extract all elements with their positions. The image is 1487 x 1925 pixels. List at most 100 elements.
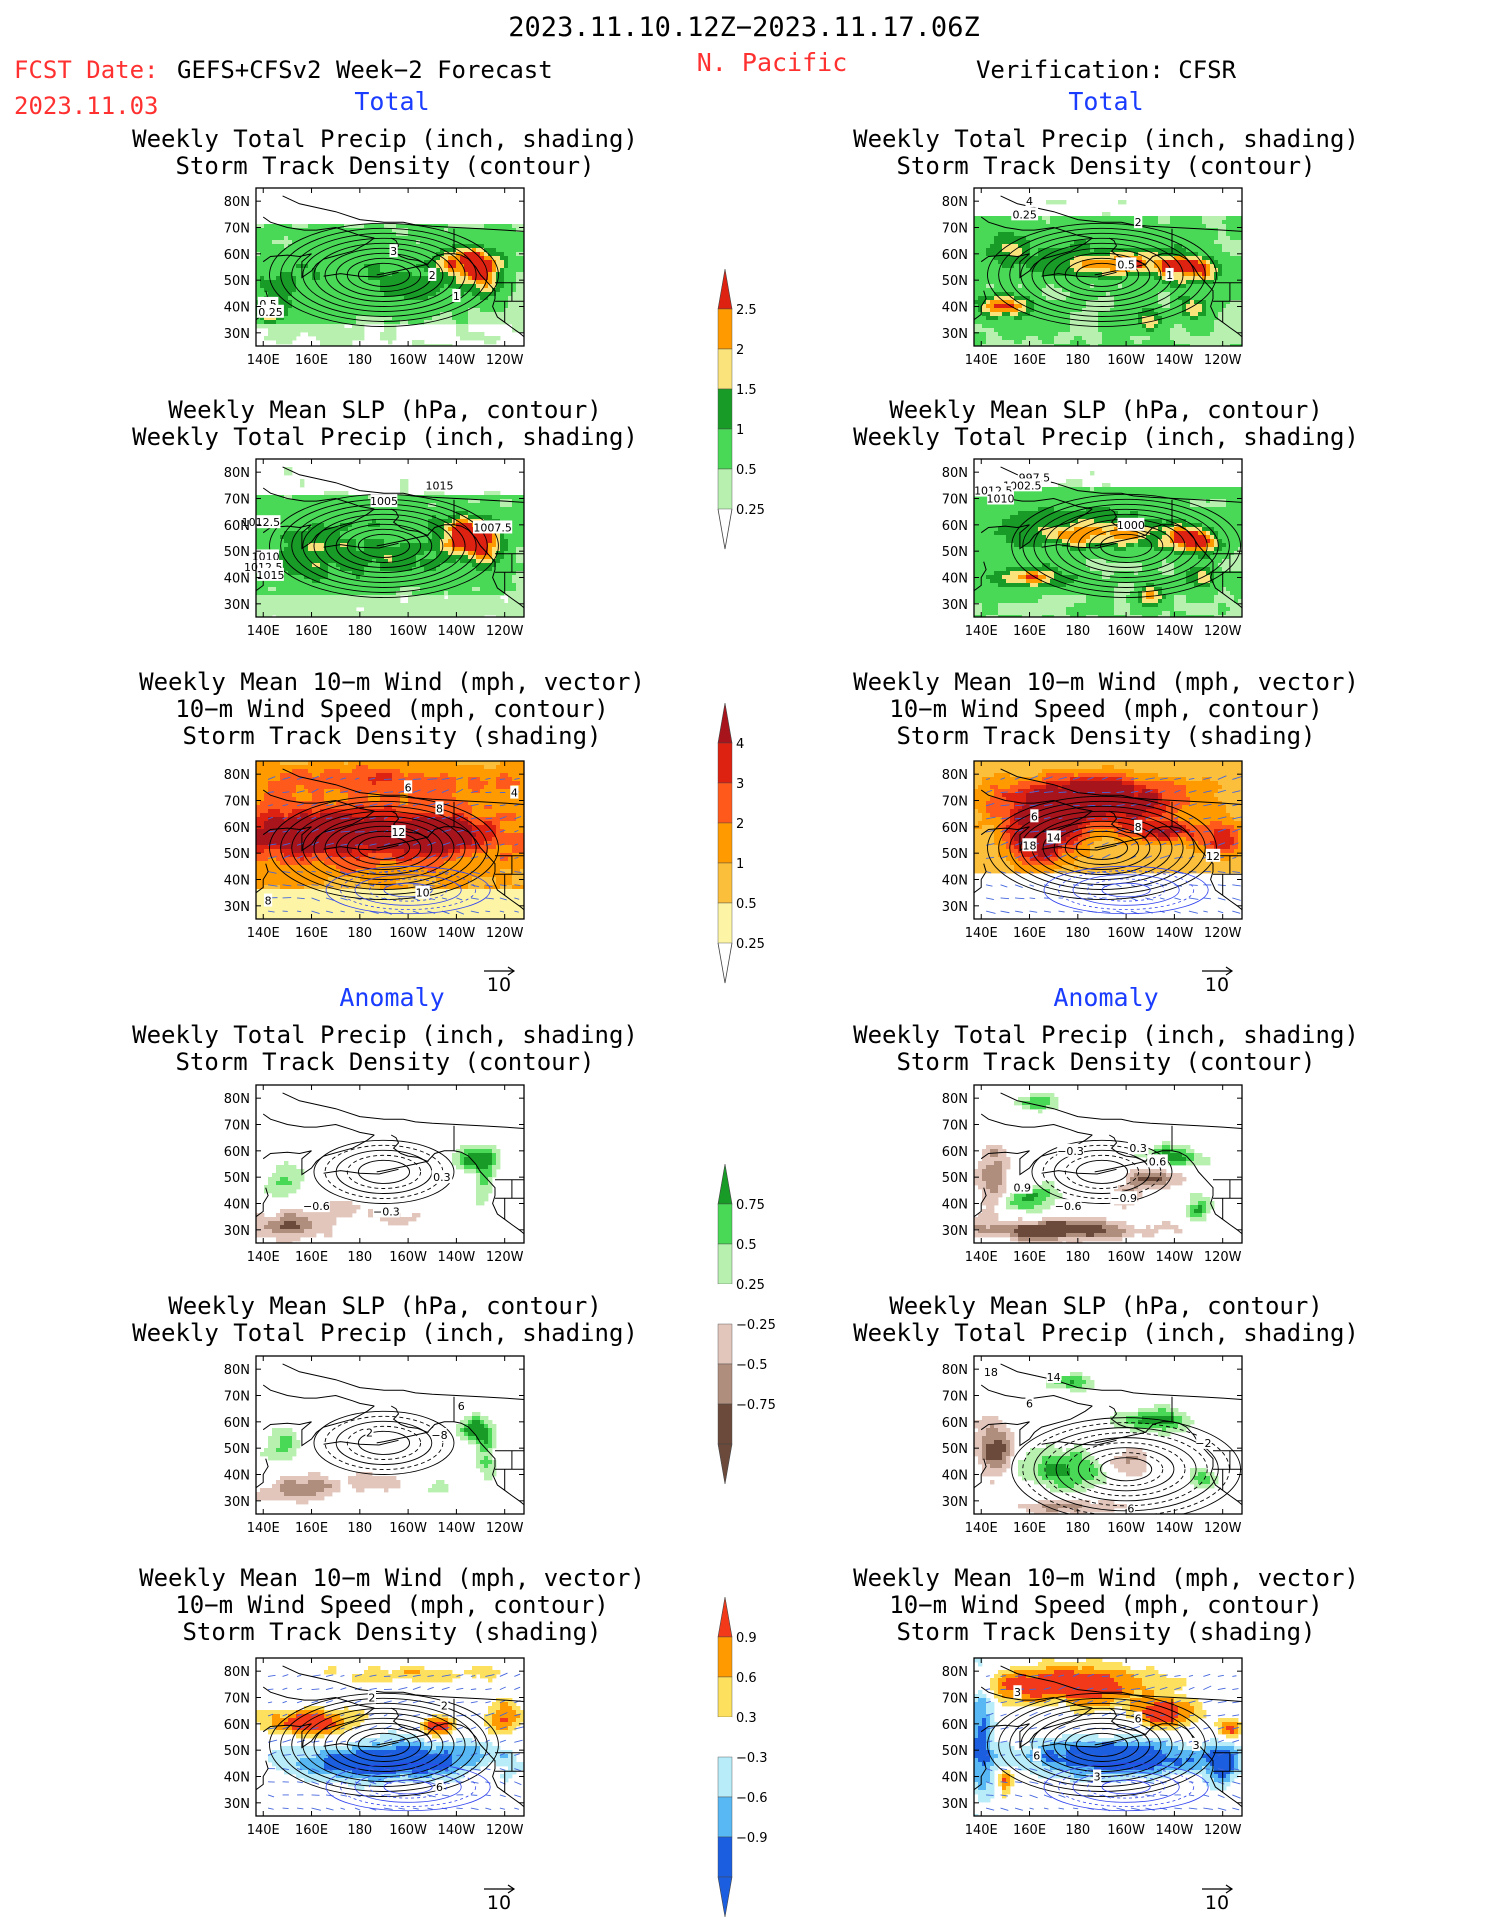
colorbar-tick-label: −0.25 — [736, 1318, 776, 1333]
coastline-p6 — [256, 1665, 524, 1808]
colorbar-tick-label: −0.5 — [736, 1358, 768, 1373]
contour-label-bg — [302, 1199, 330, 1213]
lon-tick-label: 160W — [389, 353, 427, 368]
lat-tick-label: 70N — [224, 1692, 250, 1707]
shading-p5 — [256, 1412, 497, 1505]
lat-tick-label: 60N — [942, 1718, 968, 1733]
contour-label: 2 — [1135, 216, 1142, 229]
contour-label: 8 — [436, 802, 443, 815]
contour-label-bg — [452, 288, 461, 302]
lat-tick-label: 80N — [224, 195, 250, 210]
panel-p7: 40.25 2 0.5 1 80N 70N 60N 50N 40N 30N 140E 160E 180 1… — [942, 187, 1243, 368]
lon-tick-label: 140W — [438, 1823, 476, 1838]
contour-label-bg — [1192, 1737, 1201, 1751]
plot-frame — [255, 187, 525, 347]
lon-tick-label: 140E — [965, 353, 998, 368]
contour-label: −2 — [1195, 1437, 1211, 1450]
forecast-period: 2023.11.10.12Z−2023.11.17.06Z — [508, 12, 980, 43]
lat-tick-label: 30N — [224, 1495, 250, 1510]
lon-tick-label: 140E — [965, 926, 998, 941]
contour-label: 1012.5 — [242, 516, 281, 529]
contour-label-bg — [1134, 819, 1143, 833]
lon-tick-label: 120W — [486, 1823, 524, 1838]
lat-tick-label: 60N — [942, 1145, 968, 1160]
title-p8: Weekly Mean SLP (hPa, contour) Weekly Tot… — [853, 396, 1359, 451]
contour-label: 0.25 — [1012, 208, 1037, 221]
lat-tick-label: 30N — [224, 900, 250, 915]
contour-label: 18 — [1023, 839, 1037, 852]
lon-tick-label: 180 — [347, 1521, 372, 1536]
lat-tick-label: 30N — [942, 327, 968, 342]
lat-tick-label: 70N — [942, 1119, 968, 1134]
lon-tick-label: 140W — [438, 926, 476, 941]
contour-label: 2 — [441, 1699, 448, 1712]
lat-tick-label: 60N — [224, 519, 250, 534]
lon-tick-label: 140W — [1156, 624, 1194, 639]
lon-tick-label: 160W — [389, 1250, 427, 1265]
lat-tick-label: 70N — [942, 795, 968, 810]
lon-tick-label: 120W — [486, 926, 524, 941]
lon-tick-label: 120W — [486, 353, 524, 368]
shading-p9 — [974, 761, 1242, 915]
contour-label: 0.3 — [1129, 1142, 1147, 1155]
colorbar-tick-label: 0.25 — [736, 937, 765, 952]
lon-tick-label: 160E — [1013, 1823, 1046, 1838]
lat-tick-label: 70N — [942, 1390, 968, 1405]
fcst-source: GEFS+CFSv2 Week−2 Forecast — [177, 56, 553, 84]
contour-label-bg — [431, 1170, 453, 1184]
panel-p8: 997.51002.51012.51010100080N70N60N50N40N… — [942, 458, 1243, 639]
contour-label: −0.3 — [1057, 1145, 1084, 1158]
plot-frame — [973, 760, 1243, 920]
title-p1: Weekly Total Precip (inch, shading) Storm… — [132, 125, 638, 180]
panel-p11: 18 14 6 −2 6 80N 70N 60N 50N 40N 30N 140E 160E 180 160… — [942, 1355, 1243, 1536]
lat-tick-label: 40N — [942, 1198, 968, 1213]
shading-p4 — [256, 1145, 501, 1243]
lat-tick-label: 30N — [224, 327, 250, 342]
plot-frame — [973, 1355, 1243, 1515]
contour-label: 6 — [1031, 810, 1038, 823]
colorbar-tick-label: −0.75 — [736, 1398, 776, 1413]
lon-tick-label: 140W — [1156, 926, 1194, 941]
lat-tick-label: 30N — [942, 1495, 968, 1510]
contour-label-bg — [426, 478, 453, 492]
contour-label: 12 — [1206, 850, 1220, 863]
wind-vectors-p3 — [267, 775, 522, 915]
colorbar-tick-label: 0.5 — [736, 1238, 757, 1253]
lat-tick-label: 30N — [224, 1224, 250, 1239]
contours-p12 — [987, 1692, 1217, 1812]
lon-tick-label: 160E — [295, 1250, 328, 1265]
contour-label: 3 — [1094, 1771, 1101, 1784]
contour-label-bg — [252, 549, 280, 563]
contour-label-bg — [1093, 1769, 1102, 1783]
lat-tick-label: 30N — [942, 900, 968, 915]
contour-label-bg — [1126, 1501, 1136, 1515]
wind-vectors-p12 — [985, 1673, 1241, 1812]
plot-frame — [973, 1084, 1243, 1244]
contour-label: 6 — [1135, 1713, 1142, 1726]
lon-tick-label: 160W — [389, 926, 427, 941]
lat-tick-label: 40N — [224, 1771, 250, 1786]
coastline-p12 — [974, 1665, 1242, 1808]
contour-label-bg — [1025, 194, 1034, 208]
lat-tick-label: 60N — [942, 519, 968, 534]
title-p6: Weekly Mean 10−m Wind (mph, vector) 10−m … — [139, 1564, 645, 1646]
lat-tick-label: 30N — [224, 598, 250, 613]
lon-tick-label: 160W — [1107, 1250, 1145, 1265]
panel-p12: 3 6 6 3 3 80N 70N 60N 50N 40N 30N 140E 160E 180 160W 14… — [942, 1657, 1243, 1838]
contours-p5 — [313, 1410, 455, 1475]
contour-label-bg — [391, 825, 406, 839]
lat-tick-label: 40N — [224, 1469, 250, 1484]
lon-tick-label: 180 — [1065, 353, 1090, 368]
lon-tick-label: 180 — [347, 926, 372, 941]
contour-label-bg — [257, 567, 284, 581]
lat-tick-label: 60N — [942, 821, 968, 836]
plot-frame — [255, 1355, 525, 1515]
contour-label-bg — [457, 1399, 466, 1413]
contour-label-bg — [432, 1428, 447, 1441]
colorbar-tick-label: 0.25 — [736, 1278, 765, 1293]
lon-tick-label: 140E — [247, 1521, 280, 1536]
contour-label: 4 — [511, 787, 518, 800]
colorbar-tick-label: 4 — [736, 737, 744, 752]
contour-label: 14 — [1047, 831, 1061, 844]
contour-label-bg — [241, 515, 281, 529]
